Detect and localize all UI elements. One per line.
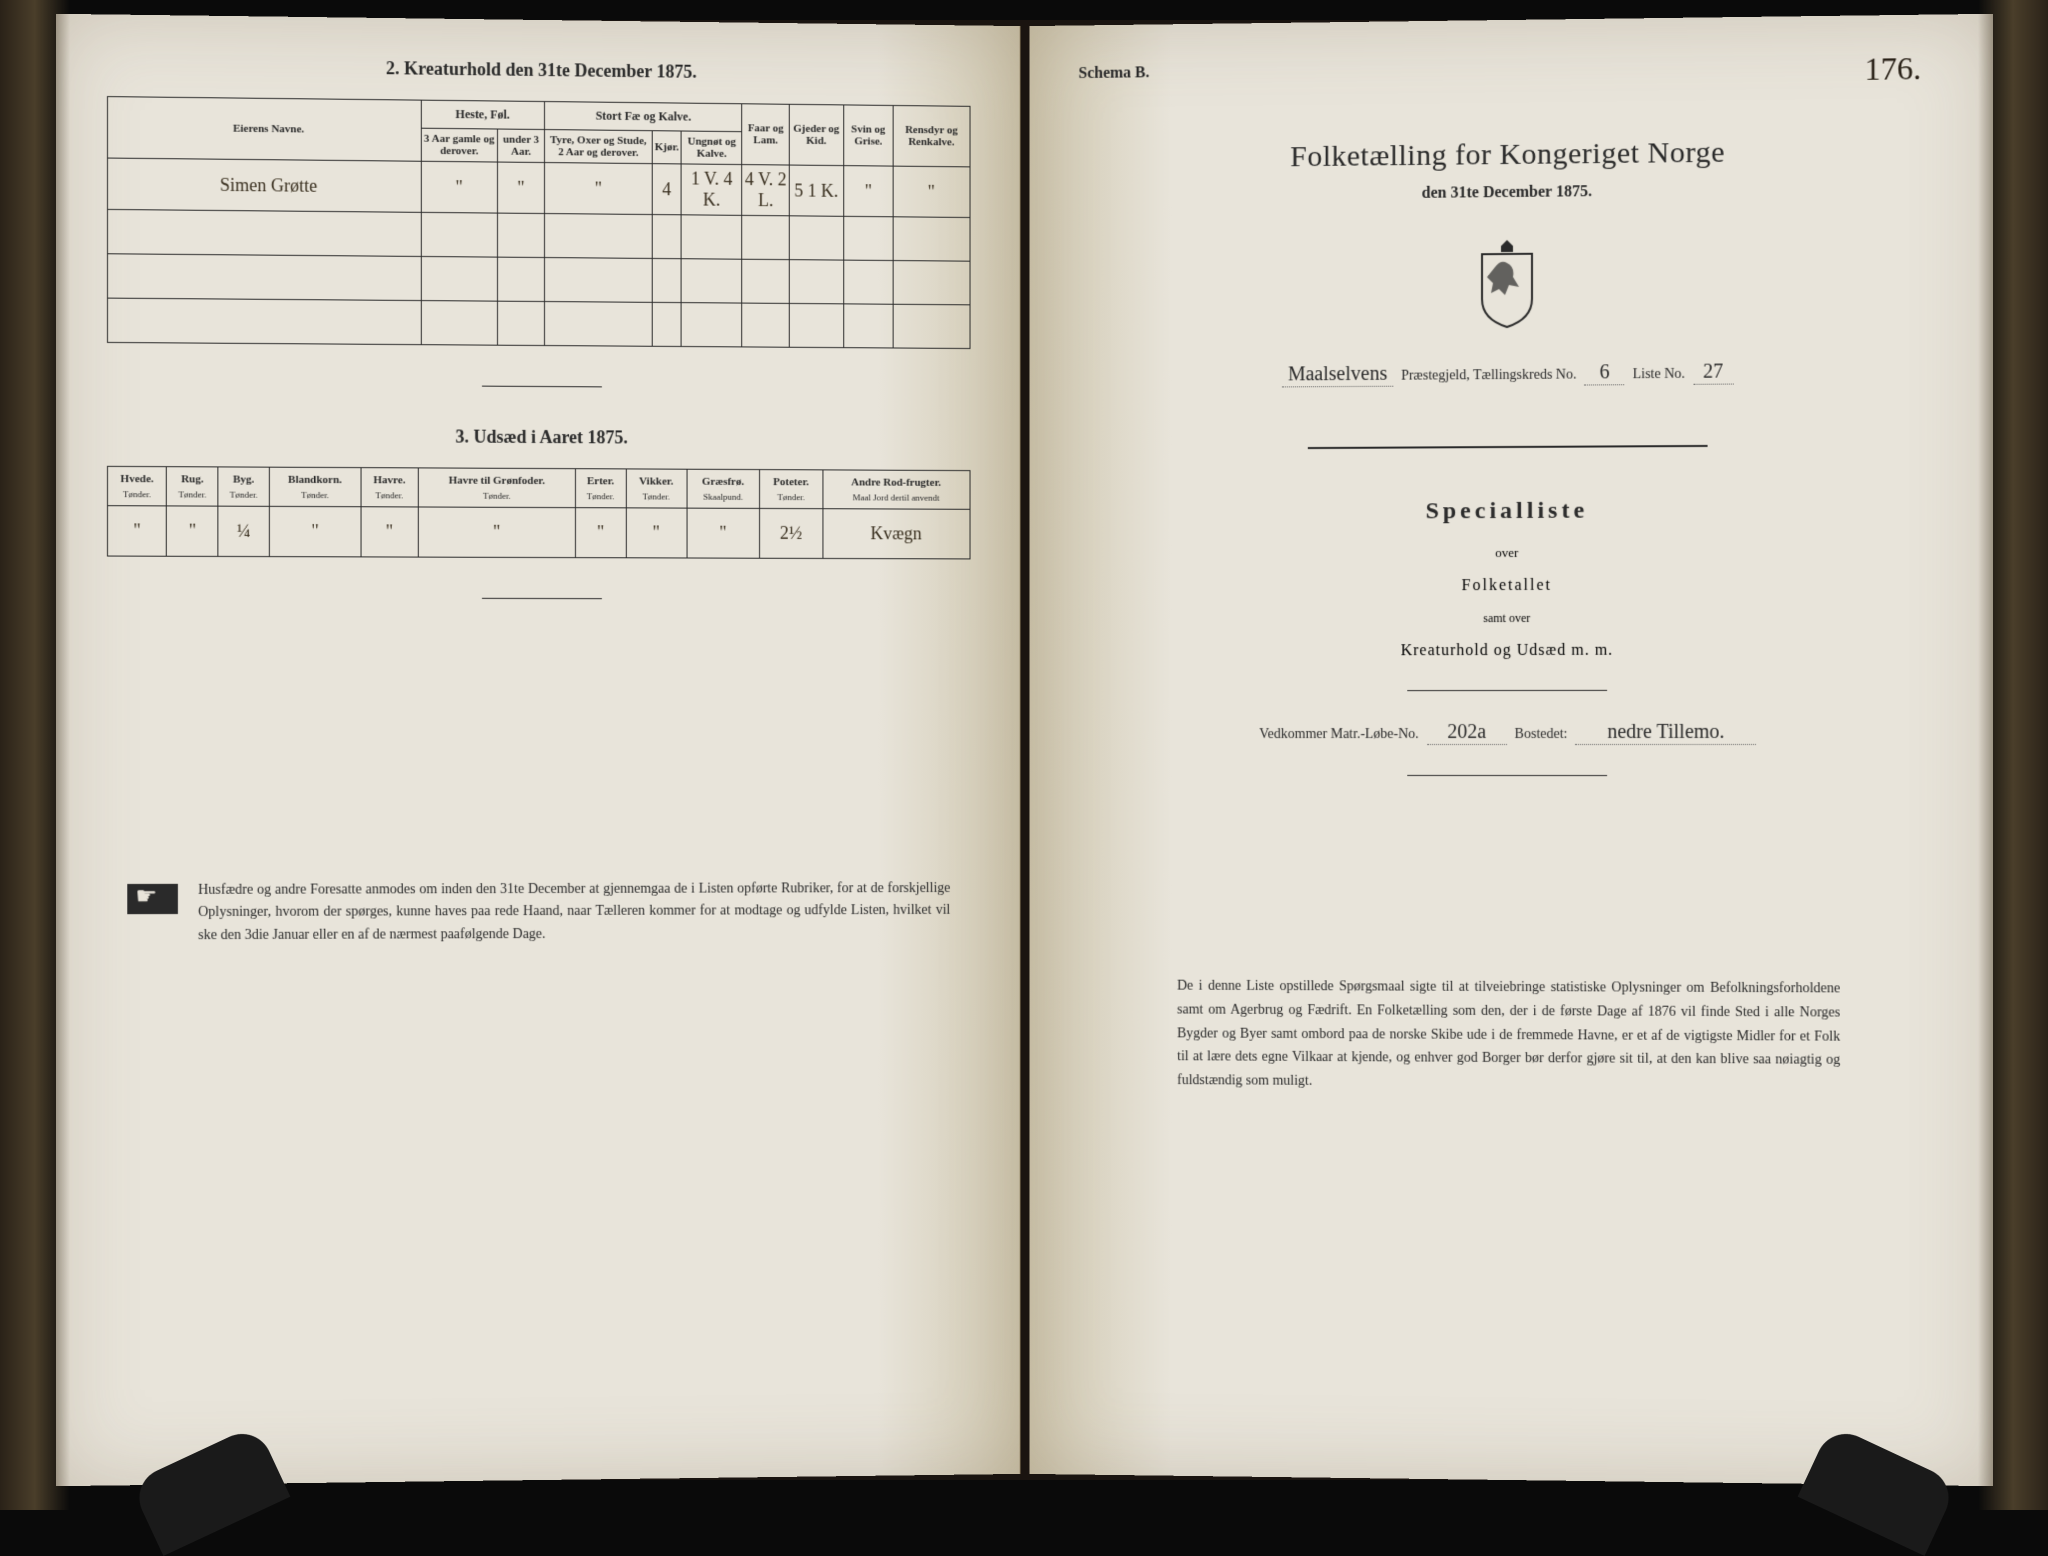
parish-name: Maalselvens — [1281, 363, 1392, 388]
cell: " — [575, 508, 626, 558]
col-header: Havre til Grønfoder.Tønder. — [418, 468, 575, 508]
section-2-title: 2. Kreaturhold den 31te December 1875. — [107, 55, 970, 86]
col-fae-c: Ungnøt og Kalve. — [681, 131, 742, 165]
table-row: Simen Grøtte " " " 4 1 V. 4 K. 4 V. 2 L.… — [107, 158, 969, 217]
cell: " — [626, 508, 687, 558]
book-binding-right — [1978, 0, 2048, 1510]
divider — [1307, 445, 1707, 449]
cell: Kvægn — [822, 509, 969, 559]
liste-label: Liste No. — [1632, 367, 1684, 383]
vedkommer-line: Vedkommer Matr.-Løbe-No. 202a Bostedet: … — [1157, 721, 1860, 745]
cell: 2½ — [760, 508, 823, 558]
col-header: Byg.Tønder. — [218, 467, 269, 506]
col-rensdyr: Rensdyr og Renkalve. — [893, 105, 969, 166]
divider — [1406, 690, 1606, 691]
col-header: Hvede.Tønder. — [107, 466, 166, 506]
cell: 1 V. 4 K. — [681, 164, 742, 215]
schema-label: Schema B. — [1078, 55, 1941, 83]
udsaed-table: Hvede.Tønder.Rug.Tønder.Byg.Tønder.Bland… — [107, 466, 970, 560]
cell-owner: Simen Grøtte — [107, 158, 420, 212]
cell: " — [893, 166, 969, 217]
cell: " — [843, 166, 893, 217]
page-number: 176. — [1864, 50, 1921, 88]
cell: ¼ — [218, 506, 269, 556]
col-header: Blandkorn.Tønder. — [269, 467, 360, 507]
specialliste-heading: Specialliste — [1157, 496, 1860, 526]
left-page: 2. Kreaturhold den 31te December 1875. E… — [56, 14, 1020, 1486]
bosted-label: Bostedet: — [1514, 727, 1567, 743]
col-header: Erter.Tønder. — [575, 469, 626, 508]
col-fae-a: Tyre, Oxer og Stude, 2 Aar og derover. — [544, 130, 652, 164]
footnote-text: Husfædre og andre Foresatte anmodes om i… — [198, 878, 950, 947]
col-header: Vikker.Tønder. — [626, 469, 687, 508]
divider — [482, 386, 602, 388]
parish-line: Maalselvens Præstegjeld, Tællingskreds N… — [1157, 360, 1860, 389]
cell: 5 1 K. — [789, 165, 843, 216]
samt-label: samt over — [1157, 610, 1860, 627]
table-row-empty — [107, 254, 969, 305]
col-header: Andre Rod-frugter.Maal Jord dertil anven… — [822, 470, 969, 509]
parish-label: Præstegjeld, Tællingskreds No. — [1401, 368, 1576, 385]
table-row: ""¼""""""2½Kvægn — [107, 506, 969, 559]
col-header: Poteter.Tønder. — [760, 470, 823, 509]
col-owner: Eierens Navne. — [107, 97, 420, 162]
census-title: Folketælling for Kongeriget Norge — [1157, 134, 1860, 175]
kreatur-label: Kreaturhold og Udsæd m. m. — [1157, 641, 1860, 660]
bosted-value: nedre Tillemo. — [1575, 721, 1756, 745]
cell: 4 V. 2 L. — [742, 165, 789, 216]
divider — [482, 598, 602, 599]
col-header: Havre.Tønder. — [361, 468, 418, 507]
right-page: Schema B. 176. Folketælling for Kongerig… — [1029, 14, 1992, 1486]
census-date: den 31te December 1875. — [1157, 181, 1860, 206]
col-heste-b: under 3 Aar. — [498, 129, 545, 163]
cell: " — [269, 506, 360, 557]
col-header: Rug.Tønder. — [167, 467, 218, 506]
section-3-title: 3. Udsæd i Aaret 1875. — [107, 425, 970, 451]
folketallet-label: Folketallet — [1157, 576, 1860, 596]
col-group-heste: Heste, Føl. — [421, 100, 545, 129]
book-spread: 2. Kreaturhold den 31te December 1875. E… — [60, 20, 1988, 1480]
col-group-fae: Stort Fæ og Kalve. — [544, 102, 742, 132]
cell: " — [418, 507, 575, 558]
cell: " — [687, 508, 760, 558]
col-svin: Svin og Grise. — [843, 105, 893, 166]
kreaturhold-table: Eierens Navne. Heste, Føl. Stort Fæ og K… — [107, 96, 970, 349]
cell: " — [498, 162, 545, 213]
cell: " — [421, 161, 498, 213]
book-binding-left — [0, 0, 70, 1510]
col-header: Græsfrø.Skaalpund. — [687, 469, 760, 508]
over-label: over — [1157, 544, 1860, 562]
vedkommer-label: Vedkommer Matr.-Løbe-No. — [1259, 727, 1419, 743]
coat-of-arms-icon — [1466, 232, 1546, 333]
bottom-paragraph: De i denne Liste opstillede Spørgsmaal s… — [1157, 975, 1860, 1097]
liste-no: 27 — [1693, 360, 1733, 384]
col-faar: Faar og Lam. — [742, 104, 789, 165]
divider — [1406, 775, 1606, 776]
col-heste-a: 3 Aar gamle og derover. — [421, 128, 498, 162]
cell: " — [167, 506, 218, 557]
pointing-hand-icon — [127, 884, 178, 914]
col-fae-b: Kjør. — [652, 131, 681, 164]
cell: " — [107, 506, 166, 557]
footnote-block: Husfædre og andre Foresatte anmodes om i… — [107, 878, 970, 948]
cell: " — [544, 163, 652, 215]
col-gjeder: Gjeder og Kid. — [789, 104, 843, 165]
table-row-empty — [107, 298, 969, 348]
kreds-no: 6 — [1584, 361, 1624, 385]
cell: " — [361, 507, 418, 557]
matr-no: 202a — [1426, 721, 1506, 745]
table-row-empty — [107, 209, 969, 261]
cell: 4 — [652, 164, 681, 215]
